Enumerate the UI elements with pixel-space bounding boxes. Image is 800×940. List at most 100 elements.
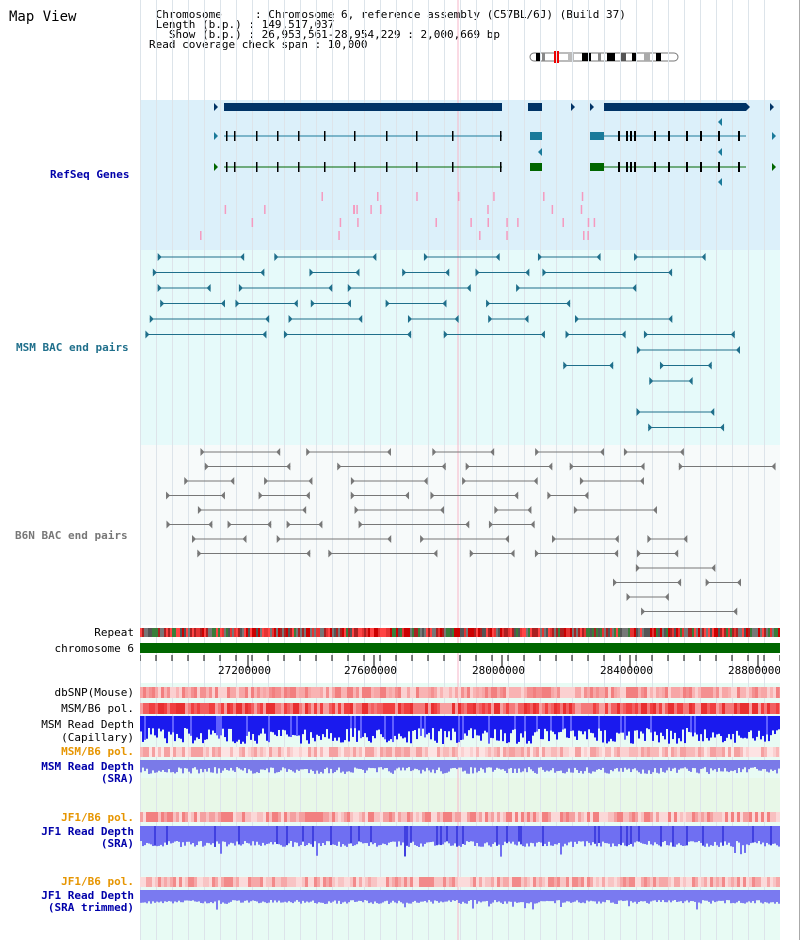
- jf1-sra-depth-bar: [170, 826, 172, 844]
- repeat-segment: [706, 628, 708, 637]
- dbsnp-cell: [362, 687, 365, 698]
- bac-end: [643, 330, 648, 339]
- jf1-trimmed-depth-bar: [272, 890, 274, 903]
- jf1-trimmed-depth-bar: [478, 890, 480, 902]
- dbsnp-cell: [659, 687, 662, 698]
- jf1-sra-depth-bar: [588, 826, 590, 843]
- msm-b6-pol2-cell: [314, 747, 317, 757]
- bac-end: [230, 477, 235, 485]
- repeat-segment: [318, 628, 320, 637]
- msm-sra-depth-bar: [338, 760, 340, 768]
- msm-capillary-depth-bar: [622, 716, 624, 733]
- jf1-b6-pol2-cell: [599, 877, 602, 887]
- jf1-sra-depth-bar: [480, 826, 482, 847]
- bac-end: [574, 315, 579, 323]
- jf1-b6-pol2-cell: [281, 877, 284, 887]
- msm-capillary-depth-bar: [402, 716, 404, 739]
- msm-sra-depth-bar: [604, 760, 606, 773]
- msm-b6-pol-cell: [665, 703, 668, 714]
- msm-capillary-depth-bar: [322, 716, 324, 735]
- jf1-sra-depth-bar: [352, 826, 354, 846]
- dbsnp-cell: [443, 687, 446, 698]
- msm-b6-pol-cell: [389, 703, 392, 714]
- jf1-sra-depth-bar: [402, 826, 404, 843]
- msm-b6-pol2-cell: [503, 747, 506, 757]
- msm-b6-pol2-cell: [281, 747, 284, 757]
- repeat-segment: [544, 628, 546, 637]
- jf1-trimmed-depth-bar: [160, 890, 162, 902]
- repeat-segment: [422, 628, 424, 637]
- repeat-segment: [280, 628, 282, 637]
- msm-b6-pol2-cell: [209, 747, 212, 757]
- genome-plot[interactable]: 27200000 27600000 28000000 28400000 28800000: [140, 0, 780, 940]
- msm-b6-pol2-cell: [590, 747, 593, 757]
- msm-capillary-depth-bar: [672, 716, 674, 740]
- jf1-sra-depth-bar: [464, 826, 466, 845]
- jf1-sra-depth-bar: [510, 826, 512, 844]
- repeat-segment: [574, 628, 576, 637]
- msm-b6-pol-cell: [521, 703, 524, 714]
- msm-capillary-depth-bar: [384, 716, 386, 740]
- repeat-segment: [208, 628, 210, 637]
- dbsnp-cell: [185, 687, 188, 698]
- jf1-sra-depth-bar: [546, 826, 548, 847]
- msm-b6-pol2-cell: [539, 747, 542, 757]
- repeat-segment: [386, 628, 388, 637]
- jf1-trimmed-depth-bar: [212, 890, 214, 904]
- jf1-b6-pol2-cell: [698, 877, 701, 887]
- repeat-segment: [636, 628, 638, 637]
- msm-sra-depth-bar: [388, 760, 390, 772]
- msm-sra-depth-bar: [240, 760, 242, 770]
- msm-b6-pol2-cell: [191, 747, 194, 757]
- msm-b6-pol-cell: [221, 703, 224, 714]
- msm-sra-depth-bar: [192, 760, 194, 769]
- bac-end: [443, 330, 448, 339]
- position-axis: 27200000 27600000 28000000 28400000 28800000: [140, 655, 780, 677]
- jf1-trimmed-depth-bar: [630, 890, 632, 902]
- jf1-trimmed-depth-bar: [736, 890, 738, 903]
- repeat-segment: [508, 628, 510, 637]
- jf1-trimmed-depth-bar: [316, 890, 318, 904]
- jf1-sra-depth-bar: [504, 826, 506, 842]
- msm-capillary-depth-bar: [330, 716, 332, 734]
- bac-end: [540, 330, 545, 339]
- bac-end: [442, 299, 447, 308]
- repeat-segment: [712, 628, 714, 637]
- jf1-trimmed-depth-bar: [476, 890, 478, 904]
- msm-b6-pol2-cell: [170, 747, 173, 757]
- jf1-sra-depth-bar: [680, 826, 682, 846]
- dbsnp-cell: [392, 687, 395, 698]
- msm-b6-pol-cell: [656, 703, 659, 714]
- msm-b6-pol-cell: [563, 703, 566, 714]
- jf1-b6-pol-cell: [710, 812, 713, 822]
- msm-capillary-depth-bar: [144, 716, 146, 740]
- dbsnp-cell: [263, 687, 266, 698]
- msm-sra-depth-bar: [704, 760, 706, 768]
- jf1-trimmed-depth-bar: [360, 890, 362, 901]
- jf1-b6-pol-cell: [413, 812, 416, 822]
- msm-b6-pol2-cell: [755, 747, 758, 757]
- msm-b6-pol-cell: [566, 703, 569, 714]
- jf1-sra-depth-bar: [486, 826, 488, 843]
- repeat-segment: [176, 628, 178, 637]
- msm-sra-depth-bar: [562, 760, 564, 774]
- jf1-sra-depth-bar: [332, 826, 334, 845]
- msm-b6-pol2-cell: [752, 747, 755, 757]
- jf1-sra-depth-bar: [266, 826, 268, 844]
- dbsnp-cell: [266, 687, 269, 698]
- jf1-sra-depth-bar: [498, 826, 500, 845]
- msm-b6-pol-cell: [713, 703, 716, 714]
- msm-capillary-depth-bar: [696, 716, 698, 735]
- msm-sra-depth-bar: [196, 760, 198, 770]
- jf1-sra-depth-bar: [568, 826, 570, 843]
- msm-sra-depth-bar: [344, 760, 346, 774]
- dbsnp-cell: [569, 687, 572, 698]
- jf1-b6-pol2-cell: [560, 877, 563, 887]
- jf1-trimmed-depth-bar: [264, 890, 266, 903]
- jf1-sra-depth-bar: [560, 826, 562, 855]
- jf1-trimmed-depth-bar: [754, 890, 756, 904]
- msm-capillary-depth-bar: [216, 716, 218, 736]
- jf1-b6-pol-cell: [347, 812, 350, 822]
- msm-sra-depth-bar: [658, 760, 660, 774]
- msm-capillary-depth-bar: [352, 716, 354, 737]
